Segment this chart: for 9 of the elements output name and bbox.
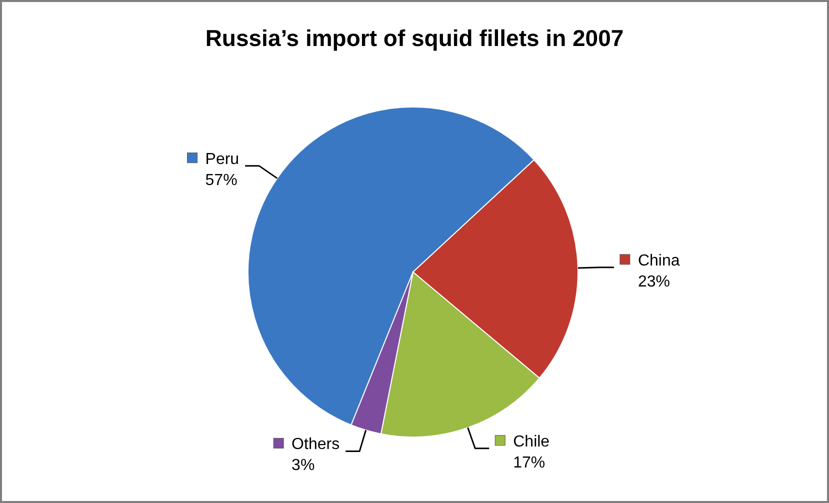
legend-label: Peru [205, 150, 240, 168]
data-label: 17% [513, 454, 546, 472]
legend-label: Chile [513, 433, 550, 450]
legend-label: Others [292, 436, 340, 454]
data-label: 57% [205, 172, 238, 189]
data-label: 23% [638, 273, 670, 290]
legend-label: China [638, 252, 680, 270]
chart-title: Russia’s import of squid fillets in 2007 [204, 24, 625, 53]
data-label: 3% [292, 457, 315, 474]
